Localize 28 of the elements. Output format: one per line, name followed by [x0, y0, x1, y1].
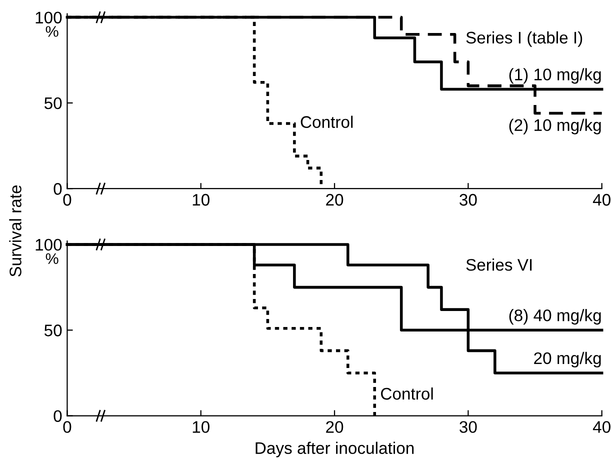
y-tick-label: 50: [44, 97, 62, 110]
annotation: Control: [300, 116, 353, 128]
x-tick-label: 40: [592, 194, 610, 206]
text: %: [46, 253, 58, 264]
annotation: 20 mg/kg: [534, 352, 601, 368]
x-tick-label: 40: [592, 421, 610, 433]
y-tick-label: 0: [54, 410, 62, 422]
x-tick-label: 10: [192, 421, 210, 433]
annotation: (2) 10 mg/kg: [509, 118, 601, 134]
x-tick-label: 10: [192, 194, 210, 206]
y-tick-label: 100: [36, 12, 62, 24]
text: Series VI: [466, 258, 532, 271]
x-tick-label: 30: [460, 194, 477, 206]
x-tick-label: 30: [460, 421, 477, 433]
y-axis-title: Survival rate: [9, 185, 22, 277]
x-axis-title: Days after inoculation: [256, 442, 414, 458]
x-tick-label: 0: [63, 421, 72, 433]
x-tick-label: 0: [63, 194, 72, 206]
y-tick-label: 50: [44, 324, 62, 336]
annotation: (1) 10 mg/kg: [509, 68, 601, 84]
text: Series I (table I): [466, 31, 582, 47]
y-tick-label: 100: [36, 238, 62, 251]
x-tick-label: 20: [326, 194, 344, 206]
y-tick-label: 0: [54, 183, 62, 195]
x-tick-label: 20: [326, 421, 344, 433]
annotation: Control: [381, 387, 433, 400]
annotation: (8) 40 mg/kg: [509, 309, 601, 325]
text: %: [46, 26, 58, 37]
